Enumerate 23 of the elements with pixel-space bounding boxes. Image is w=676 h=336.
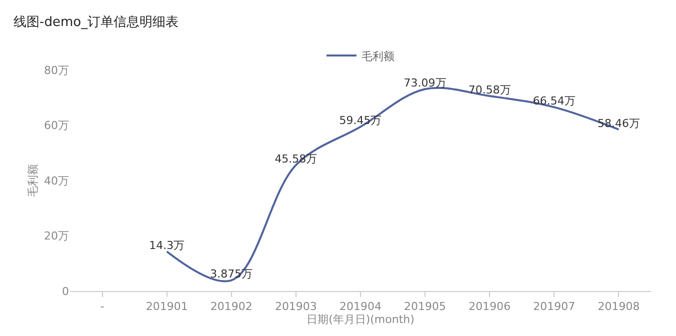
x-tick-label: - [100,300,104,314]
y-tick-label: 40万 [44,174,69,188]
x-tick-label: 201906 [468,300,511,314]
data-label: 66.54万 [532,94,576,108]
y-tick-label: 0 [62,284,69,298]
x-tick-label: 201904 [340,300,382,314]
x-axis-title: 日期(年月日)(month) [306,313,414,326]
x-tick-label: 201905 [404,300,446,314]
data-label: 59.45万 [339,114,382,128]
x-tick-label: 201907 [533,300,576,314]
chart-title: 线图-demo_订单信息明细表 [14,14,179,30]
x-tick-label: 201908 [598,300,640,314]
x-tick-label: 201901 [146,300,188,314]
data-label: 73.09万 [404,76,446,90]
y-tick-label: 60万 [44,119,69,132]
y-tick-label: 80万 [44,64,69,77]
data-label: 14.3万 [149,238,185,252]
y-tick-label: 20万 [44,230,69,243]
y-axis-title: 毛利额 [26,164,40,197]
data-label: 70.58万 [468,83,511,96]
x-tick-label: 201902 [210,300,252,314]
x-tick-label: 201903 [274,300,317,314]
legend-label: 毛利额 [362,50,394,63]
